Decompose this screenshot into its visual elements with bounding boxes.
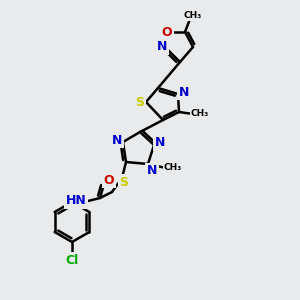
Text: CH₃: CH₃ — [164, 164, 182, 172]
Text: O: O — [162, 26, 172, 38]
Text: S: S — [136, 95, 145, 109]
Text: N: N — [112, 134, 122, 146]
Text: N: N — [179, 85, 189, 98]
Text: O: O — [104, 173, 114, 187]
Text: Cl: Cl — [65, 254, 79, 266]
Text: N: N — [157, 40, 167, 53]
Text: N: N — [147, 164, 157, 178]
Text: S: S — [119, 176, 128, 188]
Text: HN: HN — [66, 194, 86, 208]
Text: CH₃: CH₃ — [184, 11, 202, 20]
Text: CH₃: CH₃ — [191, 110, 209, 118]
Text: N: N — [155, 136, 165, 149]
